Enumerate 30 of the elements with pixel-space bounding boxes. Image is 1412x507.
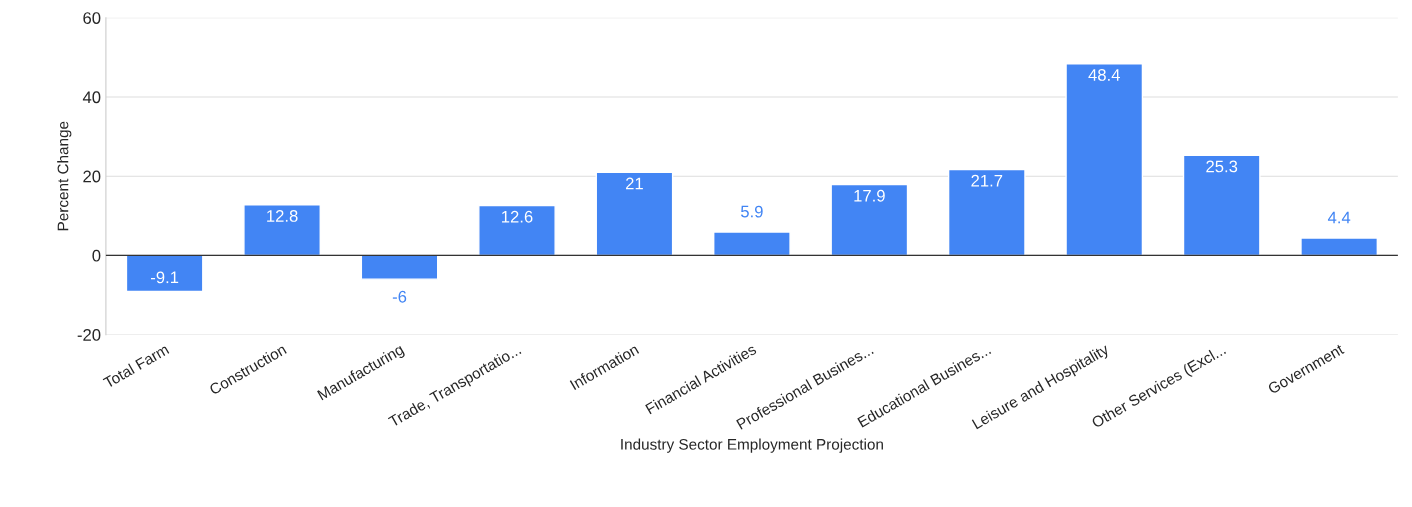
y-tick-label: 0 — [92, 249, 101, 262]
bar — [713, 231, 791, 257]
data-label: 17.9 — [854, 189, 885, 202]
data-label: 25.3 — [1206, 160, 1238, 173]
y-tick-label: 20 — [83, 170, 101, 183]
data-label: 12.8 — [267, 210, 298, 222]
bar — [243, 204, 321, 257]
bar — [125, 254, 204, 293]
y-tick-label: -20 — [77, 329, 101, 341]
bar — [595, 171, 674, 257]
bar — [1065, 62, 1144, 257]
data-label: 21.7 — [971, 174, 1003, 187]
data-label: -6 — [392, 290, 407, 303]
data-label: -9.1 — [151, 271, 179, 284]
y-tick-label: 60 — [83, 12, 101, 24]
x-tick-label: Total Farm — [102, 343, 170, 389]
data-label: 12.6 — [502, 210, 533, 223]
y-axis-title: Percent Change — [57, 121, 72, 231]
data-label: 5.9 — [740, 205, 763, 218]
bar — [1182, 154, 1261, 257]
bar — [947, 168, 1026, 257]
bar — [478, 204, 556, 257]
data-label: 48.4 — [1088, 69, 1120, 81]
bar — [830, 183, 909, 257]
bar — [360, 254, 439, 280]
data-label: 21 — [626, 177, 643, 190]
data-label: 4.4 — [1327, 211, 1351, 224]
y-tick-label: 40 — [82, 91, 101, 104]
bar — [1300, 237, 1379, 257]
x-axis-title: Industry Sector Employment Projection — [621, 438, 883, 453]
